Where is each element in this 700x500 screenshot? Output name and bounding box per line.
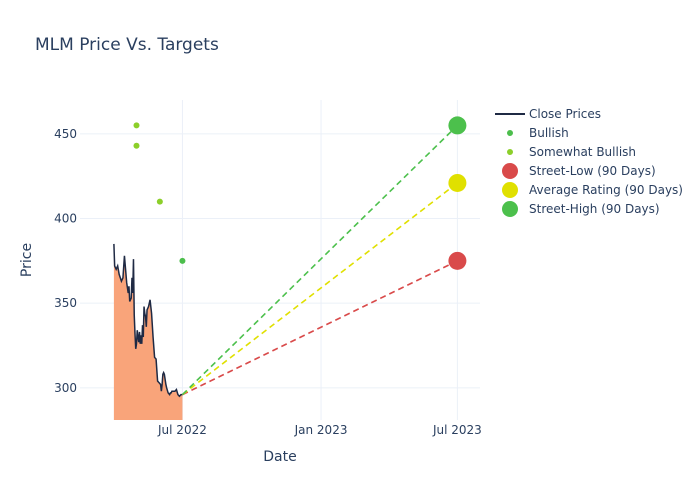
legend-label: Average Rating (90 Days) <box>529 183 683 197</box>
axis-ticks: 300 350 400 450 Jul 2022 Jan 2023 Jul 2023 <box>54 127 482 437</box>
legend-swatch-circle <box>502 163 518 179</box>
legend-swatch-circle <box>502 201 518 217</box>
x-axis-title: Date <box>263 449 296 465</box>
legend-swatch-dot <box>507 149 513 155</box>
x-tick-label: Jul 2023 <box>432 423 482 437</box>
rating-marker <box>156 198 163 205</box>
target-lines <box>181 124 458 396</box>
y-tick-label: 300 <box>54 381 77 395</box>
y-tick-label: 350 <box>54 296 77 310</box>
rating-marker <box>179 257 186 264</box>
target-marker <box>448 116 467 135</box>
legend-swatch-circle <box>502 182 518 198</box>
legend-item[interactable]: Bullish <box>507 126 569 140</box>
legend-item[interactable]: Street-High (90 Days) <box>502 201 660 217</box>
legend-item[interactable]: Somewhat Bullish <box>507 145 636 159</box>
legend-label: Street-High (90 Days) <box>529 202 660 216</box>
close-price-fill <box>113 243 183 420</box>
close-price-area <box>113 243 183 420</box>
target-line <box>181 182 458 396</box>
markers <box>133 116 467 270</box>
y-tick-label: 450 <box>54 127 77 141</box>
y-axis-title: Price <box>19 243 35 277</box>
x-tick-label: Jan 2023 <box>294 423 348 437</box>
close-price-line <box>113 243 183 398</box>
target-marker <box>448 173 467 192</box>
legend[interactable]: Close Prices Bullish Somewhat Bullish Stree… <box>495 107 683 217</box>
legend-item[interactable]: Average Rating (90 Days) <box>502 182 683 198</box>
legend-item[interactable]: Close Prices <box>495 107 601 121</box>
close-price-line-group <box>113 243 183 398</box>
x-tick-label: Jul 2022 <box>157 423 207 437</box>
target-line <box>181 124 458 396</box>
legend-label: Street-Low (90 Days) <box>529 164 656 178</box>
y-tick-label: 400 <box>54 212 77 226</box>
chart-title: MLM Price Vs. Targets <box>35 35 219 55</box>
legend-swatch-dot <box>507 130 513 136</box>
legend-label: Somewhat Bullish <box>529 145 636 159</box>
target-marker <box>448 251 467 270</box>
rating-marker <box>133 122 140 129</box>
legend-label: Bullish <box>529 126 569 140</box>
legend-item[interactable]: Street-Low (90 Days) <box>502 163 656 179</box>
rating-marker <box>133 142 140 149</box>
target-line <box>182 260 458 396</box>
legend-label: Close Prices <box>529 107 601 121</box>
